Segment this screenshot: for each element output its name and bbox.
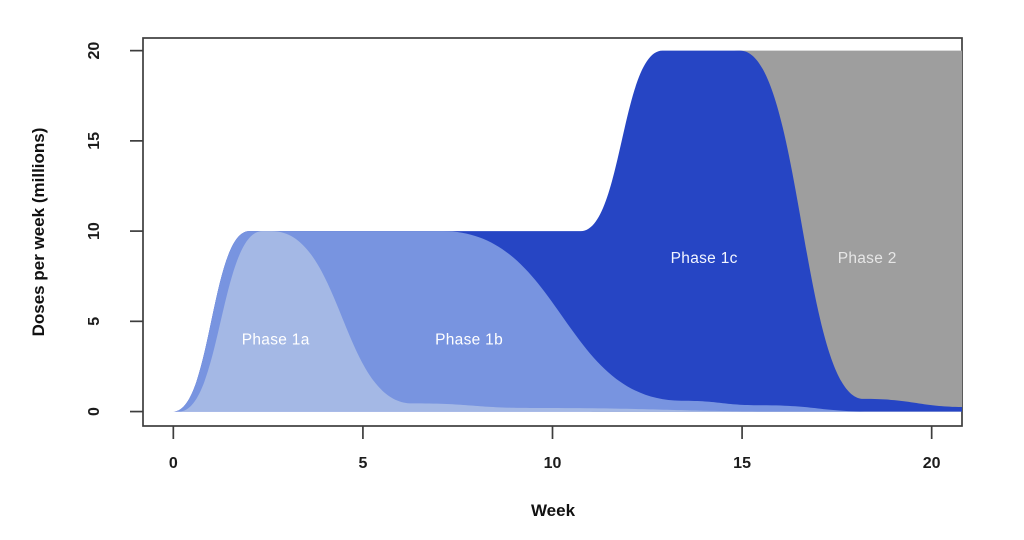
x-tick-label-10: 10 bbox=[544, 455, 562, 472]
label-phase-1b: Phase 1b bbox=[435, 331, 503, 348]
area-series-group bbox=[173, 50, 962, 412]
label-phase-1c: Phase 1c bbox=[671, 250, 738, 267]
area-phase-1a bbox=[179, 231, 803, 412]
x-axis-title: Week bbox=[531, 501, 576, 520]
x-tick-label-15: 15 bbox=[733, 455, 751, 472]
x-tick-label-20: 20 bbox=[923, 455, 941, 472]
y-tick-label-20: 20 bbox=[86, 42, 103, 60]
y-tick-label-15: 15 bbox=[86, 132, 103, 150]
y-tick-label-0: 0 bbox=[86, 407, 103, 416]
y-tick-label-5: 5 bbox=[86, 317, 103, 326]
x-tick-label-0: 0 bbox=[169, 455, 178, 472]
x-tick-label-5: 5 bbox=[358, 455, 367, 472]
label-phase-2: Phase 2 bbox=[838, 250, 897, 267]
y-axis-title: Doses per week (millions) bbox=[29, 128, 48, 337]
x-axis-ticks: 0 5 10 15 20 bbox=[169, 426, 941, 472]
y-axis-ticks: 0 5 10 15 20 bbox=[86, 42, 143, 416]
label-phase-1a: Phase 1a bbox=[242, 331, 310, 348]
phase-labels-group: Phase 2 Phase 1c Phase 1b Phase 1a bbox=[242, 250, 897, 348]
y-tick-label-10: 10 bbox=[86, 222, 103, 240]
